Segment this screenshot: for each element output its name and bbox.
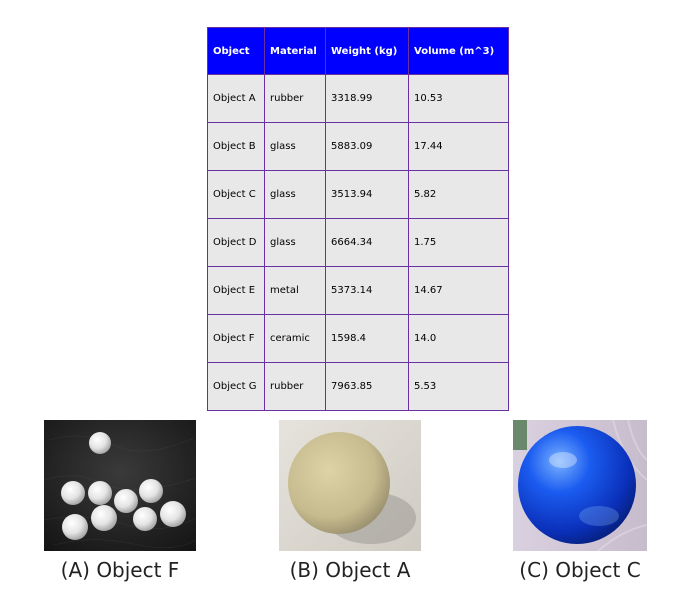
cell-object: Object A — [207, 74, 265, 123]
cell-weight: 3318.99 — [325, 74, 409, 123]
table-row: Object F ceramic 1598.4 14.0 — [207, 314, 509, 363]
cell-weight: 5883.09 — [325, 122, 409, 171]
cell-object: Object C — [207, 170, 265, 219]
table-row: Object A rubber 3318.99 10.53 — [207, 74, 509, 123]
table-row: Object D glass 6664.34 1.75 — [207, 218, 509, 267]
cell-volume: 5.53 — [408, 362, 509, 411]
cell-material: glass — [264, 122, 326, 171]
data-table-container: Object Material Weight (kg) Volume (m^3)… — [207, 27, 509, 411]
cell-weight: 5373.14 — [325, 266, 409, 315]
cell-material: glass — [264, 170, 326, 219]
cell-volume: 14.0 — [408, 314, 509, 363]
caption-photo-c: (C) Object C — [519, 558, 641, 582]
table-row: Object G rubber 7963.85 5.53 — [207, 362, 509, 411]
cell-volume: 1.75 — [408, 218, 509, 267]
data-table: Object Material Weight (kg) Volume (m^3)… — [207, 27, 509, 411]
cell-object: Object B — [207, 122, 265, 171]
column-header-object: Object — [207, 27, 265, 75]
cell-volume: 17.44 — [408, 122, 509, 171]
cell-object: Object D — [207, 218, 265, 267]
cell-weight: 3513.94 — [325, 170, 409, 219]
cell-material: rubber — [264, 362, 326, 411]
table-row: Object E metal 5373.14 14.67 — [207, 266, 509, 315]
column-header-material: Material — [264, 27, 326, 75]
table-row: Object B glass 5883.09 17.44 — [207, 122, 509, 171]
cell-volume: 14.67 — [408, 266, 509, 315]
ceramic-balls-image — [44, 420, 196, 551]
glass-sphere-image — [513, 420, 647, 551]
photo-blue-glass-sphere — [513, 420, 647, 551]
cell-material: glass — [264, 218, 326, 267]
cell-object: Object E — [207, 266, 265, 315]
cell-weight: 7963.85 — [325, 362, 409, 411]
cell-material: metal — [264, 266, 326, 315]
cell-weight: 1598.4 — [325, 314, 409, 363]
caption-photo-b: (B) Object A — [289, 558, 411, 582]
caption-photo-a: (A) Object F — [60, 558, 180, 582]
cell-material: rubber — [264, 74, 326, 123]
table-header-row: Object Material Weight (kg) Volume (m^3) — [207, 27, 509, 75]
table-row: Object C glass 3513.94 5.82 — [207, 170, 509, 219]
rubber-ball-image — [279, 420, 421, 551]
cell-volume: 10.53 — [408, 74, 509, 123]
column-header-weight: Weight (kg) — [325, 27, 409, 75]
photo-beige-rubber-ball — [279, 420, 421, 551]
cell-object: Object F — [207, 314, 265, 363]
cell-object: Object G — [207, 362, 265, 411]
cell-volume: 5.82 — [408, 170, 509, 219]
photo-white-ceramic-balls — [44, 420, 196, 551]
cell-weight: 6664.34 — [325, 218, 409, 267]
cell-material: ceramic — [264, 314, 326, 363]
column-header-volume: Volume (m^3) — [408, 27, 509, 75]
